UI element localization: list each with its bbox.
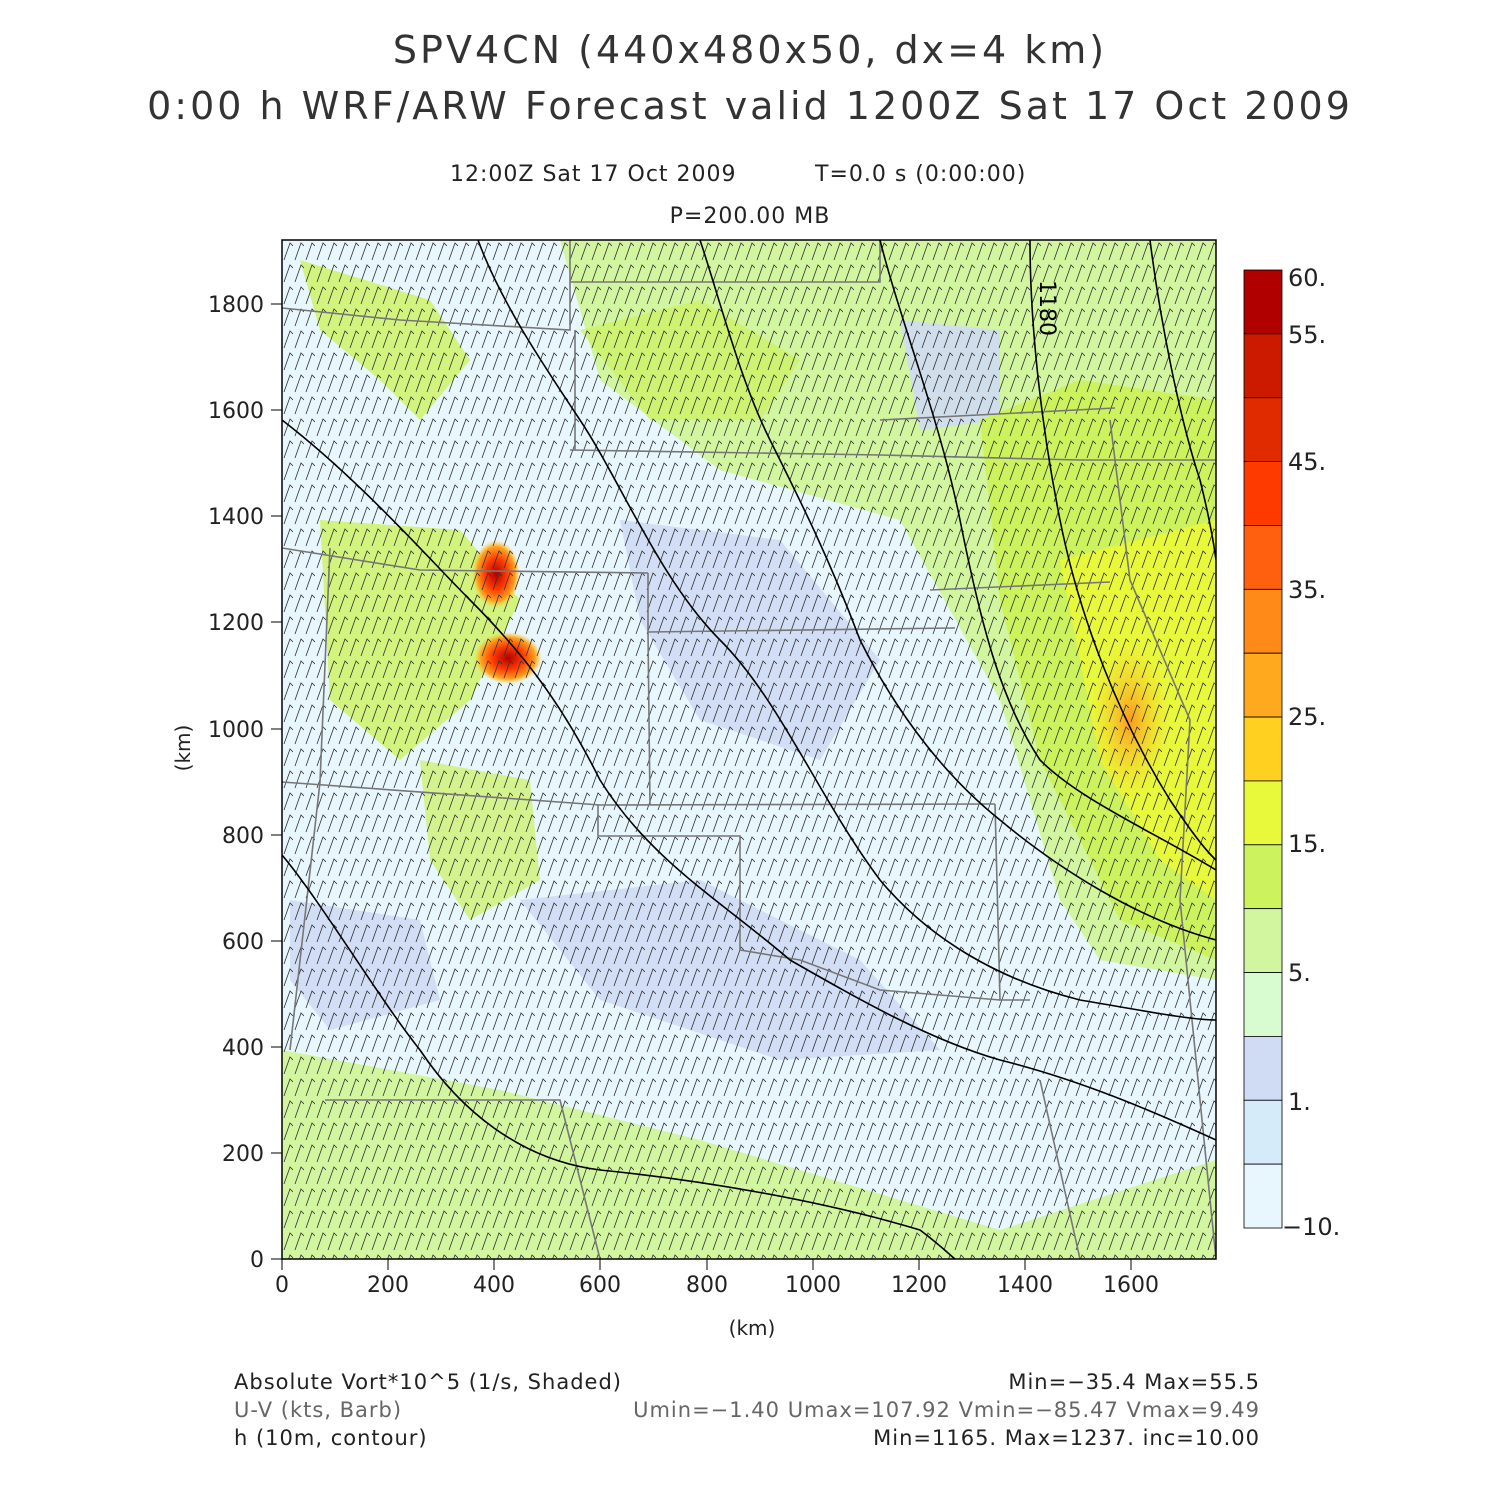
colorbar-swatch bbox=[1243, 333, 1283, 399]
y-tick-labels: 0 200 400 600 800 1000 1200 1400 1600 18… bbox=[208, 293, 264, 1273]
colorbar-label: 60. bbox=[1288, 264, 1326, 292]
legend-field-height: h (10m, contour) bbox=[234, 1426, 428, 1450]
y-tick-label: 1000 bbox=[208, 718, 264, 743]
model-time: T=0.0 s (0:00:00) bbox=[815, 162, 1027, 187]
colorbar-swatch bbox=[1243, 525, 1283, 590]
x-axis-label: (km) bbox=[729, 1316, 776, 1340]
chart-title-line2: 0:00 h WRF/ARW Forecast valid 1200Z Sat … bbox=[147, 84, 1353, 128]
x-tick-label: 1600 bbox=[1103, 1273, 1159, 1298]
colorbar-label: 25. bbox=[1288, 703, 1326, 731]
colorbar bbox=[1243, 269, 1283, 1229]
axis-ticks bbox=[271, 303, 1132, 1270]
y-tick-label: 1800 bbox=[208, 293, 264, 318]
colorbar-label: 55. bbox=[1288, 321, 1326, 349]
x-tick-label: 200 bbox=[367, 1273, 409, 1298]
colorbar-swatch bbox=[1243, 269, 1283, 335]
pressure-level: P=200.00 MB bbox=[669, 204, 831, 229]
colorbar-swatch bbox=[1243, 844, 1283, 910]
y-tick-label: 0 bbox=[250, 1248, 264, 1273]
legend-field-wind: U-V (kts, Barb) bbox=[234, 1398, 403, 1422]
colorbar-label: −10. bbox=[1282, 1213, 1340, 1241]
x-tick-label: 800 bbox=[686, 1273, 728, 1298]
y-tick-label: 400 bbox=[222, 1036, 264, 1061]
legend-height-stats: Min=1165. Max=1237. inc=10.00 bbox=[873, 1426, 1260, 1450]
colorbar-swatch bbox=[1243, 1099, 1283, 1165]
y-tick-label: 600 bbox=[222, 930, 264, 955]
y-tick-label: 800 bbox=[222, 824, 264, 849]
legend-vorticity-stats: Min=−35.4 Max=55.5 bbox=[1008, 1370, 1260, 1394]
colorbar-swatch bbox=[1243, 716, 1283, 782]
x-tick-labels: 0 200 400 600 800 1000 1200 1400 1600 bbox=[275, 1273, 1159, 1298]
wind-barbs bbox=[282, 240, 1216, 1259]
colorbar-swatch bbox=[1243, 1036, 1283, 1101]
x-tick-label: 400 bbox=[473, 1273, 515, 1298]
colorbar-swatch bbox=[1243, 1163, 1283, 1229]
legend-field-vorticity: Absolute Vort*10^5 (1/s, Shaded) bbox=[234, 1370, 622, 1394]
x-tick-label: 1400 bbox=[997, 1273, 1053, 1298]
colorbar-label: 35. bbox=[1288, 576, 1326, 604]
y-tick-label: 1400 bbox=[208, 505, 264, 530]
y-tick-label: 1200 bbox=[208, 611, 264, 636]
colorbar-label: 45. bbox=[1288, 448, 1326, 476]
state-borders bbox=[282, 240, 1216, 1259]
legend-wind-stats: Umin=−1.40 Umax=107.92 Vmin=−85.47 Vmax=… bbox=[633, 1398, 1260, 1422]
valid-time: 12:00Z Sat 17 Oct 2009 bbox=[450, 162, 737, 187]
contour-label: 1180 bbox=[1034, 280, 1059, 336]
y-tick-label: 1600 bbox=[208, 399, 264, 424]
vorticity-shading bbox=[282, 240, 1216, 1259]
colorbar-label: 5. bbox=[1288, 959, 1311, 987]
colorbar-swatch bbox=[1243, 461, 1283, 526]
colorbar-swatch bbox=[1243, 652, 1283, 718]
x-tick-label: 0 bbox=[275, 1273, 289, 1298]
plot-frame bbox=[281, 239, 1217, 1260]
colorbar-swatch bbox=[1243, 397, 1283, 463]
colorbar-labels: 60. 55. 45. 35. 25. 15. 5. 1. −10. bbox=[1282, 264, 1340, 1241]
colorbar-swatch bbox=[1243, 908, 1283, 973]
colorbar-label: 1. bbox=[1288, 1088, 1311, 1116]
colorbar-swatch bbox=[1243, 972, 1283, 1037]
x-tick-label: 1000 bbox=[785, 1273, 841, 1298]
y-tick-label: 200 bbox=[222, 1142, 264, 1167]
colorbar-swatch bbox=[1243, 588, 1283, 654]
chart-title-line1: SPV4CN (440x480x50, dx=4 km) bbox=[392, 28, 1108, 72]
y-axis-label: (km) bbox=[171, 725, 195, 772]
x-tick-label: 1200 bbox=[891, 1273, 947, 1298]
colorbar-label: 15. bbox=[1288, 830, 1326, 858]
colorbar-swatch bbox=[1243, 780, 1283, 846]
x-tick-label: 600 bbox=[579, 1273, 621, 1298]
height-contours bbox=[282, 240, 1216, 1259]
